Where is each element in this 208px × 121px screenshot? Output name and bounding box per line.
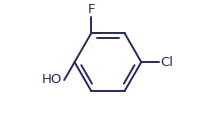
Text: Cl: Cl: [160, 56, 173, 69]
Text: HO: HO: [42, 73, 62, 87]
Text: F: F: [88, 3, 95, 16]
